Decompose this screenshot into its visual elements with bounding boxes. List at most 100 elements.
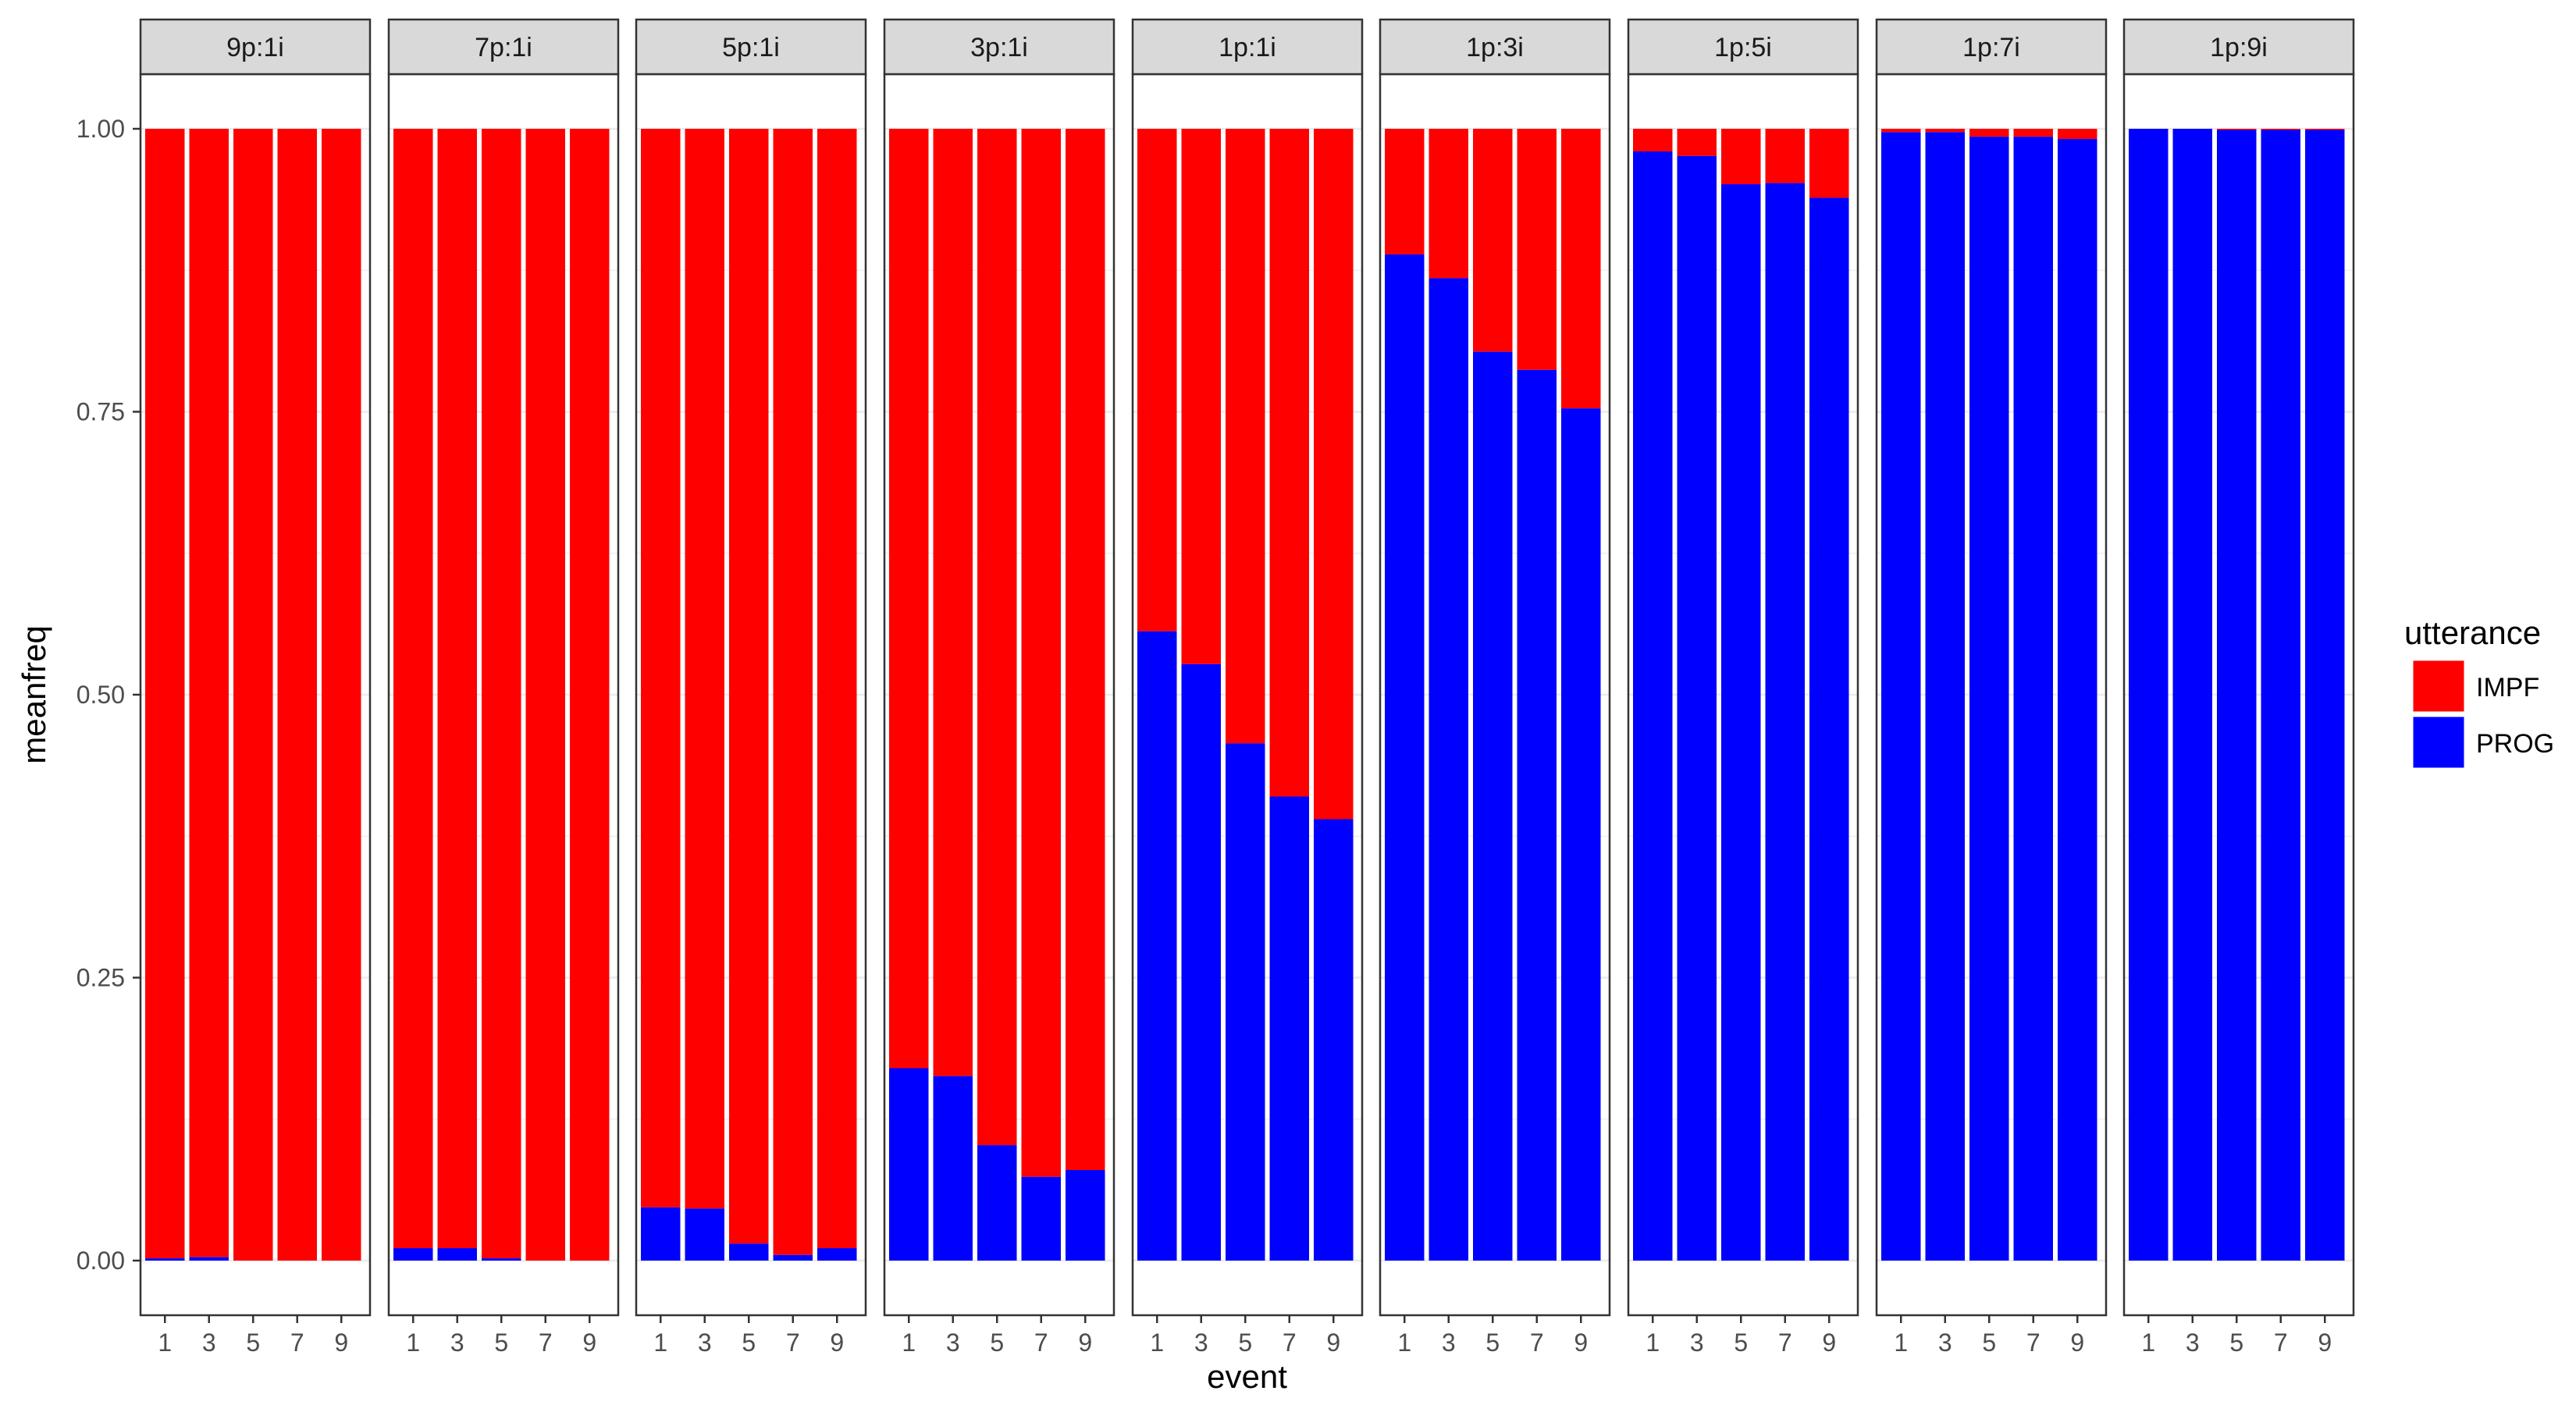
x-tick-label: 5 [742,1329,756,1357]
bar-impf-3 [1429,129,1468,279]
facet-panel-2: 5p:1i [635,18,867,1317]
x-tick-label: 1 [1397,1329,1411,1357]
x-tick-label: 9 [2318,1329,2332,1357]
x-tick-label: 5 [990,1329,1004,1357]
x-tick-label: 9 [1822,1329,1836,1357]
bar-impf-9 [1314,129,1354,820]
bar-prog-9 [2305,130,2345,1261]
x-tick-label: 3 [1194,1329,1208,1357]
facet-panel-6: 1p:5i [1627,18,1859,1317]
x-tick-label: 3 [1690,1329,1704,1357]
bar-impf-1 [393,129,433,1249]
y-tick-label: 0.00 [76,1247,125,1275]
bar-prog-3 [685,1208,724,1261]
facet-panel-5: 1p:3i [1379,18,1611,1317]
bar-impf-9 [2058,129,2097,140]
bar-prog-7 [1765,183,1805,1261]
bar-prog-3 [1181,663,1221,1261]
bar-impf-5 [1473,129,1513,352]
bar-prog-1 [2129,129,2169,1261]
facet-strip-label: 1p:9i [2210,33,2268,62]
x-tick-label: 7 [2026,1329,2041,1357]
x-tick-label: 7 [1034,1329,1048,1357]
bar-impf-9 [570,129,610,1261]
x-tick-label: 5 [1238,1329,1252,1357]
x-tick-label: 7 [290,1329,304,1357]
bar-prog-1 [889,1068,929,1261]
bar-impf-5 [482,129,521,1259]
facet-strip [1131,18,1364,76]
bar-prog-7 [1517,369,1557,1261]
bar-impf-7 [1269,129,1309,797]
x-tick-label: 3 [946,1329,960,1357]
x-tick-label: 3 [1442,1329,1456,1357]
bar-impf-1 [1137,129,1177,631]
bar-prog-1 [1385,254,1425,1261]
x-tick-label: 9 [2070,1329,2084,1357]
bar-impf-3 [437,129,477,1249]
bar-impf-7 [2261,129,2300,130]
bar-impf-9 [322,129,361,1261]
bar-prog-1 [1881,132,1921,1261]
x-tick-label: 9 [1574,1329,1588,1357]
bar-impf-3 [189,129,229,1257]
x-tick-label: 7 [786,1329,800,1357]
x-tick-label: 3 [698,1329,712,1357]
bar-prog-7 [773,1254,813,1261]
x-tick-label: 7 [2274,1329,2288,1357]
y-tick-label: 1.00 [76,115,125,143]
x-tick-label: 5 [494,1329,508,1357]
x-tick-label: 9 [582,1329,596,1357]
bar-impf-1 [1633,129,1673,151]
facet-strip-label: 9p:1i [226,33,284,62]
x-tick-label: 1 [2141,1329,2155,1357]
facet-strip [1627,18,1859,76]
bar-prog-3 [189,1257,229,1261]
bar-prog-3 [1429,278,1468,1261]
y-axis-title: meanfreq [16,625,52,763]
bar-impf-7 [1517,129,1557,370]
bar-impf-1 [1881,129,1921,133]
x-axis: 1 3 5 7 9 1 3 5 7 9 1 3 5 7 9 1 3 5 7 9 1 3 5 7 9 1 3 5 7 9 1 3 5 7 9 1 3 5 7 9… [158,1315,2332,1357]
bar-impf-9 [1561,129,1601,409]
bar-prog-7 [2013,137,2053,1261]
y-axis: 0.00 0.25 0.50 0.75 1.00 [76,115,141,1275]
bar-impf-1 [145,129,185,1259]
bar-impf-5 [729,129,769,1244]
bar-prog-3 [1925,132,1965,1261]
facet-panel-0: 9p:1i [139,18,372,1317]
bar-impf-3 [933,129,973,1076]
facet-panel-7: 1p:7i [1875,18,2108,1317]
legend-key-impf [2411,658,2467,714]
bar-prog-5 [977,1145,1017,1261]
bar-prog-9 [1066,1170,1105,1261]
bar-impf-7 [2013,129,2053,137]
facet-strip-label: 7p:1i [475,33,532,62]
y-tick-label: 0.50 [76,681,125,709]
x-tick-label: 9 [1326,1329,1340,1357]
x-tick-label: 7 [1778,1329,1792,1357]
bar-prog-5 [1226,743,1265,1261]
bar-impf-7 [1021,129,1061,1177]
x-tick-label: 9 [1078,1329,1092,1357]
bar-prog-3 [437,1248,477,1261]
facet-strip [635,18,867,76]
bar-impf-5 [1969,129,2009,137]
y-tick-label: 0.75 [76,398,125,426]
x-tick-label: 3 [2186,1329,2200,1357]
bar-prog-1 [1137,631,1177,1261]
facet-strip [1379,18,1611,76]
bar-prog-1 [641,1207,681,1261]
bar-impf-3 [1677,129,1717,156]
bar-prog-9 [1809,197,1849,1261]
legend: utterance IMPF PROG [2404,614,2554,770]
bar-impf-7 [1765,129,1805,183]
bar-prog-5 [1473,351,1513,1261]
facet-strip-label: 1p:7i [1962,33,2020,62]
bar-impf-7 [773,129,813,1255]
facet-strip [2122,18,2355,76]
bar-impf-5 [1721,129,1761,185]
bar-prog-5 [1721,184,1761,1261]
bar-impf-5 [977,129,1017,1146]
